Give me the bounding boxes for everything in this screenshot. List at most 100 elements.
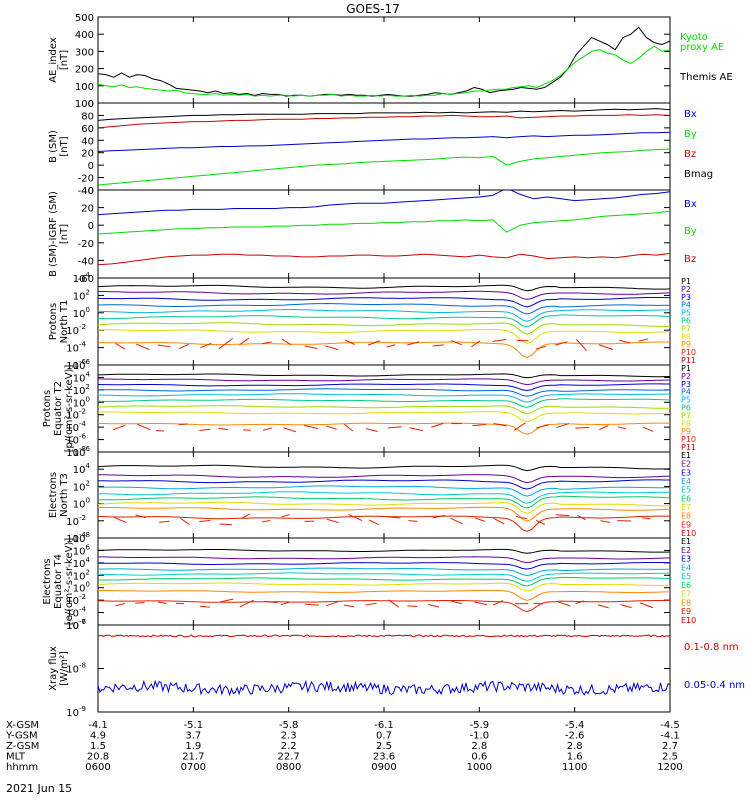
y-axis-label: ProtonsEquator T2[p/(cm²-s-sr-keV)] <box>42 365 75 453</box>
flux-sparse-segment <box>617 426 627 430</box>
flux-channel-line <box>98 556 670 564</box>
series-bz <box>98 252 670 266</box>
flux-channel-line <box>98 474 670 484</box>
legend-entry: E10 <box>681 529 696 538</box>
legend-entry: P5 <box>681 396 691 405</box>
y-tick-exponent: 2 <box>86 479 90 487</box>
legend-entry: P2 <box>681 285 691 294</box>
flux-sparse-segment <box>305 603 319 606</box>
data-group <box>98 634 670 697</box>
flux-sparse-segment <box>388 599 400 608</box>
legend-entry: E9 <box>681 607 691 616</box>
legend-entry: Bz <box>684 254 696 265</box>
y-tick-exponent: 0 <box>86 581 90 589</box>
x-axis-value: 0700 <box>181 762 206 773</box>
flux-sparse-segment <box>450 600 462 605</box>
flux-channel-line <box>98 491 670 504</box>
y-tick-label: 20 <box>81 204 94 215</box>
x-axis-value: -4.5 <box>660 720 680 731</box>
legend-entry: E4 <box>681 477 691 486</box>
panel-frame <box>97 16 671 104</box>
flux-sparse-segment <box>493 422 507 427</box>
data-group <box>98 108 670 186</box>
x-axis-value: 1.9 <box>185 741 201 752</box>
x-axis-value: 22.7 <box>278 752 300 763</box>
flux-sparse-segment <box>137 423 151 431</box>
flux-sparse-segment <box>492 338 507 342</box>
flux-channel-line <box>98 589 670 601</box>
y-axis-label-line: North T3 <box>59 473 70 517</box>
data-group <box>98 548 670 613</box>
y-tick-exponent: -6 <box>79 618 87 626</box>
x-axis-value: 23.6 <box>373 752 395 763</box>
y-tick-label: 60 <box>81 124 94 135</box>
flux-sparse-segment <box>304 345 318 350</box>
legend-entry: E8 <box>681 598 691 607</box>
flux-sparse-segment <box>135 514 147 519</box>
flux-channel-line <box>98 398 670 408</box>
flux-sparse-segment <box>556 423 569 429</box>
x-axis-value: 1200 <box>657 762 682 773</box>
legend-entry: P7 <box>681 324 691 333</box>
y-tick-label: 0 <box>88 221 94 232</box>
flux-sparse-segment <box>199 519 211 523</box>
flux-sparse-segment <box>262 341 272 345</box>
y-tick-label: 100 <box>75 99 94 110</box>
flux-sparse-segment <box>200 605 210 608</box>
flux-sparse-segment <box>642 517 651 520</box>
x-axis-value: 2.8 <box>567 741 583 752</box>
y-axis-label-line: Xray flux <box>48 646 59 691</box>
y-tick-label: 100 <box>73 395 90 409</box>
y-tick-exponent: 4 <box>86 462 91 470</box>
x-axis-value: 1100 <box>562 762 587 773</box>
y-tick-label: 500 <box>75 13 94 24</box>
panel-5: 10-810-610-410-2100102104106ProtonsEquat… <box>42 358 696 459</box>
y-tick-exponent: -7 <box>79 618 86 626</box>
x-axis-value: 0800 <box>276 762 301 773</box>
y-tick-exponent: -4 <box>79 341 87 349</box>
y-tick-label: 102 <box>73 288 90 302</box>
flux-channel-line <box>98 464 670 472</box>
flux-sparse-segment <box>136 343 150 351</box>
legend-entry: E6 <box>681 494 691 503</box>
flux-sparse-segment <box>493 600 504 606</box>
flux-sparse-segment <box>388 426 402 429</box>
x-axis-row-label: hhmm <box>6 762 38 773</box>
flux-sparse-segment <box>157 601 167 604</box>
legend-entry: 0.05-0.4 nm <box>684 680 745 691</box>
legend-entry: Bmag <box>684 169 713 180</box>
y-axis-label-line: AE_index <box>48 37 59 83</box>
x-axis-value: 2.8 <box>471 741 487 752</box>
panel-3: -60 -40 -20 0 20 40 B (SM)-IGRF (SM)[nT] Bx By Bz <box>48 186 697 285</box>
legend-entry: P8 <box>681 332 691 341</box>
legend-entry: P9 <box>681 427 691 436</box>
y-tick-label: -20 <box>78 174 94 185</box>
flux-channel-line <box>98 501 670 515</box>
y-tick-exponent: 4 <box>86 370 91 378</box>
flux-sparse-segment <box>115 602 126 607</box>
flux-channel-line <box>98 562 670 570</box>
legend-entry: P5 <box>681 309 691 318</box>
y-tick-label: 100 <box>75 82 94 93</box>
y-tick-label: 10-7 <box>66 618 86 632</box>
y-axis-label-line: Protons <box>42 390 53 427</box>
flux-sparse-segment <box>344 339 355 345</box>
series-bx <box>98 131 670 152</box>
flux-sparse-segment <box>577 514 587 521</box>
y-tick-label: -40 <box>78 186 94 197</box>
y-tick-exponent: -4 <box>79 606 87 614</box>
flux-channel-line <box>98 314 670 328</box>
x-axis-value: 0.7 <box>376 731 392 742</box>
flux-sparse-segment <box>365 428 378 433</box>
x-axis-value: 1.5 <box>90 741 106 752</box>
flux-sparse-segment <box>432 344 444 347</box>
legend-entry: E3 <box>681 468 691 477</box>
flux-channel-line <box>98 322 670 335</box>
flux-sparse-segment <box>368 519 379 525</box>
x-axis-value: 1000 <box>467 762 492 773</box>
flux-channel-line <box>98 576 670 587</box>
y-tick-exponent: -4 <box>79 420 87 428</box>
flux-sparse-segment <box>218 427 229 431</box>
panel-7: 10-610-410-2100102104106108ElectronsEqua… <box>42 531 696 632</box>
legend-entry: P9 <box>681 340 691 349</box>
